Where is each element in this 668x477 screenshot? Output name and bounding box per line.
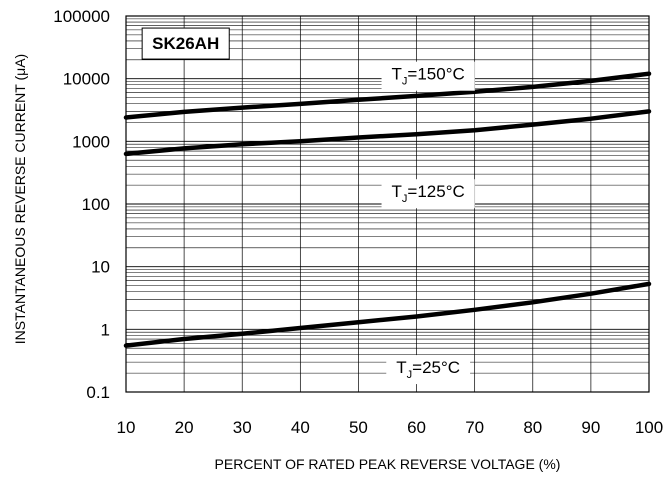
x-axis-label: PERCENT OF RATED PEAK REVERSE VOLTAGE (%… — [215, 456, 561, 472]
series-label-bg — [386, 355, 471, 385]
series-label-text: TJ=150°C — [392, 65, 465, 88]
y-tick-label: 1 — [101, 320, 110, 339]
y-tick-label: 0.1 — [86, 383, 110, 402]
y-axis-label: INSTANTANEOUS REVERSE CURRENT (μA) — [12, 54, 28, 344]
y-tick-label: 10000 — [63, 70, 110, 89]
x-tick-label: 80 — [523, 418, 542, 437]
x-tick-label: 70 — [465, 418, 484, 437]
series-label: TJ=150°C — [381, 61, 475, 91]
y-tick-label: 100000 — [53, 7, 110, 26]
x-tick-label: 60 — [407, 418, 426, 437]
y-tick-labels: 100000 10000 1000 100 10 1 0.1 — [53, 7, 110, 402]
series-label: TJ=125°C — [381, 179, 475, 209]
x-tick-label: 40 — [291, 418, 310, 437]
plot-frame — [125, 15, 650, 393]
device-badge: SK26AH — [141, 27, 230, 60]
y-tick-label: 10 — [91, 258, 110, 277]
badge-box — [141, 27, 230, 60]
y-tick-label: 100 — [82, 195, 110, 214]
x-tick-label: 100 — [635, 418, 663, 437]
series-label: TJ=25°C — [386, 355, 471, 385]
series-label-bg — [381, 61, 475, 91]
series-label-text: TJ=125°C — [392, 182, 465, 205]
series-line — [123, 71, 652, 120]
series-line — [123, 109, 652, 157]
x-tick-label: 50 — [349, 418, 368, 437]
x-tick-label: 20 — [175, 418, 194, 437]
x-tick-label: 10 — [117, 418, 136, 437]
series-labels: TJ=150°C TJ=125°C TJ=25°C — [381, 61, 475, 385]
x-tick-labels: 10 20 30 40 50 60 70 80 90 100 — [117, 418, 664, 437]
series-label-bg — [381, 179, 475, 209]
badge-text: SK26AH — [152, 34, 219, 53]
x-tick-label: 30 — [233, 418, 252, 437]
curves — [123, 71, 652, 348]
y-tick-label: 1000 — [72, 132, 110, 151]
series-label-text: TJ=25°C — [396, 358, 460, 381]
x-tick-label: 90 — [581, 418, 600, 437]
series-line — [123, 281, 652, 348]
